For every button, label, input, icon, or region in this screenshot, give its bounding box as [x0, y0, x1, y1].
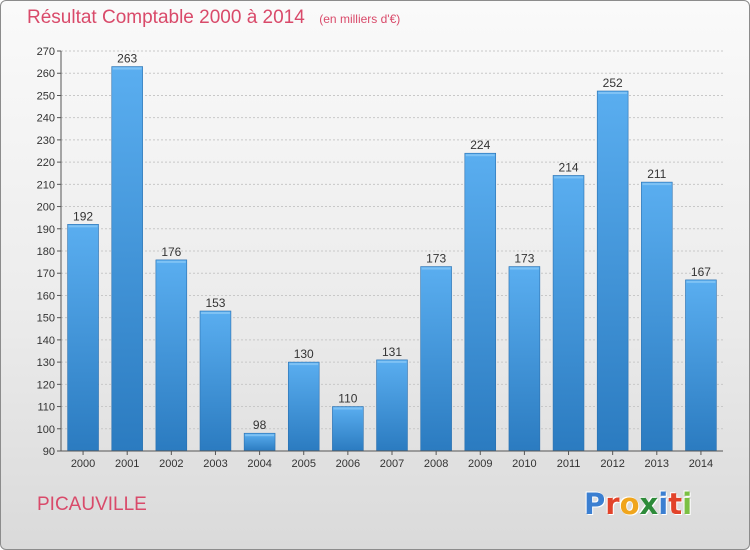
x-tick-label: 2005: [291, 458, 315, 470]
bar-highlight: [377, 360, 407, 363]
bar-2009: [464, 152, 497, 452]
bar-2007: [376, 359, 408, 452]
bar-2014: [685, 279, 717, 452]
x-tick-label: 2008: [424, 458, 448, 470]
chart-header: Résultat Comptable 2000 à 2014 (en milli…: [27, 7, 400, 29]
x-tick-label: 2013: [645, 458, 669, 470]
data-label-2012: 252: [603, 76, 623, 90]
logo-letter: r: [605, 487, 620, 521]
y-tick-label: 130: [37, 357, 55, 369]
commune-name: PICAUVILLE: [37, 494, 147, 515]
bar-highlight: [156, 260, 186, 263]
x-tick-label: 2010: [512, 458, 536, 470]
logo-letter: x: [639, 487, 659, 521]
x-tick-label: 2012: [600, 458, 624, 470]
y-tick-label: 110: [37, 402, 55, 414]
x-tick-label: 2007: [380, 458, 404, 470]
bar-highlight: [554, 176, 583, 179]
bar-2008: [420, 266, 452, 452]
chart-subtitle: (en milliers d'€): [319, 12, 401, 26]
bar-2010: [508, 266, 541, 452]
data-label-2002: 176: [161, 245, 181, 259]
bar-highlight: [333, 407, 363, 410]
axes: 90 100 110 120 130 140 150 160 170 180 190 200 210 22…: [37, 46, 723, 470]
y-tick-label: 140: [37, 335, 55, 347]
bar-2002: [155, 259, 188, 452]
data-labels: 192 263 176 153 98 130 110 131 173 224 173 214 252 21…: [73, 52, 711, 433]
data-label-2001: 263: [117, 52, 137, 66]
x-tick-label: 2002: [159, 458, 183, 470]
y-tick-label: 180: [37, 246, 55, 258]
logo-letter: o: [619, 487, 640, 521]
x-tick-label: 2014: [689, 458, 713, 470]
bar-highlight: [686, 280, 716, 283]
data-label-2005: 130: [294, 347, 314, 361]
bar-highlight: [509, 267, 539, 270]
bar-highlight: [201, 312, 230, 314]
y-tick-label: 230: [37, 135, 55, 147]
bar-2003: [199, 310, 232, 452]
data-label-2008: 173: [426, 252, 446, 266]
x-tick-label: 2003: [203, 458, 227, 470]
y-tick-label: 220: [37, 157, 55, 169]
logo-letter: t: [668, 487, 683, 521]
y-tick-label: 210: [37, 179, 55, 191]
bar-2005: [287, 361, 320, 452]
data-label-2014: 167: [691, 265, 711, 279]
data-label-2011: 214: [559, 160, 579, 174]
data-label-2010: 173: [514, 252, 534, 266]
bar-highlight: [245, 434, 275, 437]
bar-highlight: [68, 225, 98, 228]
bar-2013: [641, 181, 673, 452]
bar-2006: [332, 406, 364, 452]
x-tick-label: 2006: [336, 458, 360, 470]
data-label-2006: 110: [338, 392, 357, 406]
bars: [67, 66, 717, 452]
data-label-2004: 98: [253, 418, 267, 432]
bar-2011: [552, 175, 585, 452]
y-tick-label: 170: [37, 268, 55, 280]
y-tick-label: 270: [37, 46, 55, 58]
bar-highlight: [598, 92, 628, 94]
bar-highlight: [421, 267, 451, 270]
x-tick-label: 2001: [115, 458, 139, 470]
logo-letter: i: [682, 487, 693, 521]
y-tick-label: 190: [37, 224, 55, 236]
y-tick-label: 160: [37, 290, 55, 302]
logo-letter: i: [658, 487, 669, 521]
y-tick-label: 200: [37, 202, 55, 214]
x-tick-label: 2009: [468, 458, 492, 470]
bar-highlight: [465, 154, 495, 157]
y-tick-label: 120: [37, 379, 55, 391]
y-tick-label: 150: [37, 313, 55, 325]
bar-2001: [111, 66, 143, 452]
data-label-2003: 153: [205, 296, 225, 310]
data-label-2007: 131: [382, 345, 402, 359]
x-tick-label: 2000: [71, 458, 95, 470]
x-tick-label: 2011: [557, 458, 581, 470]
bar-highlight: [112, 67, 142, 70]
bar-highlight: [289, 363, 319, 366]
bar-2000: [67, 224, 99, 452]
bar-2012: [596, 90, 629, 452]
data-label-2000: 192: [73, 209, 93, 223]
data-label-2013: 211: [647, 167, 666, 181]
chart-title: Résultat Comptable 2000 à 2014: [27, 7, 305, 28]
data-label-2009: 224: [470, 138, 490, 152]
y-tick-label: 240: [37, 113, 55, 125]
proxiti-logo[interactable]: Proxiti: [584, 487, 692, 521]
y-tick-label: 90: [43, 446, 55, 458]
y-tick-label: 260: [37, 68, 55, 80]
y-tick-label: 100: [37, 424, 55, 436]
logo-letter: P: [584, 487, 606, 521]
bar-highlight: [642, 183, 672, 186]
y-tick-label: 250: [37, 90, 55, 102]
x-tick-label: 2004: [247, 458, 271, 470]
